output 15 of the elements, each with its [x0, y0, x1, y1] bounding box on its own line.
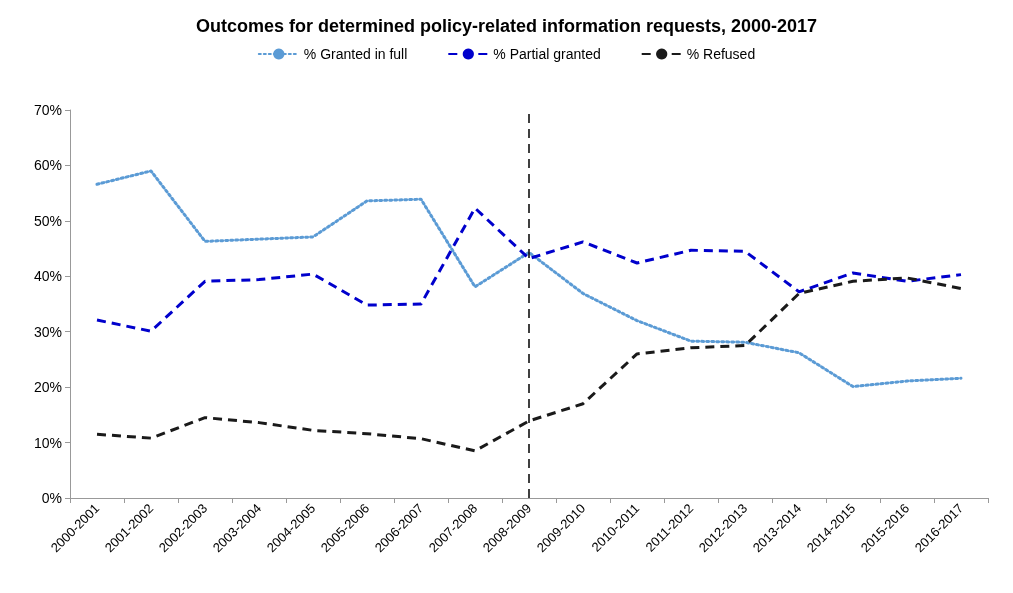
y-tick-label: 50%: [33, 212, 62, 229]
legend-label: % Granted in full: [303, 46, 408, 62]
y-tick-label: 30%: [33, 323, 62, 340]
y-tick-label: 70%: [33, 102, 62, 118]
line-series: [95, 206, 963, 333]
line-series: [95, 276, 963, 453]
y-tick-label: 40%: [33, 268, 62, 285]
line-series: [95, 169, 963, 389]
legend-label: % Partial granted: [493, 46, 601, 62]
y-tick-label: 20%: [33, 379, 62, 396]
y-tick-label: 10%: [33, 434, 62, 451]
y-tick-label: 60%: [33, 157, 62, 174]
chart-title: Outcomes for determined policy-related information requests, 2000-2017: [195, 16, 818, 36]
legend-label: % Refused: [686, 46, 756, 62]
y-tick-label: 0%: [41, 490, 62, 506]
